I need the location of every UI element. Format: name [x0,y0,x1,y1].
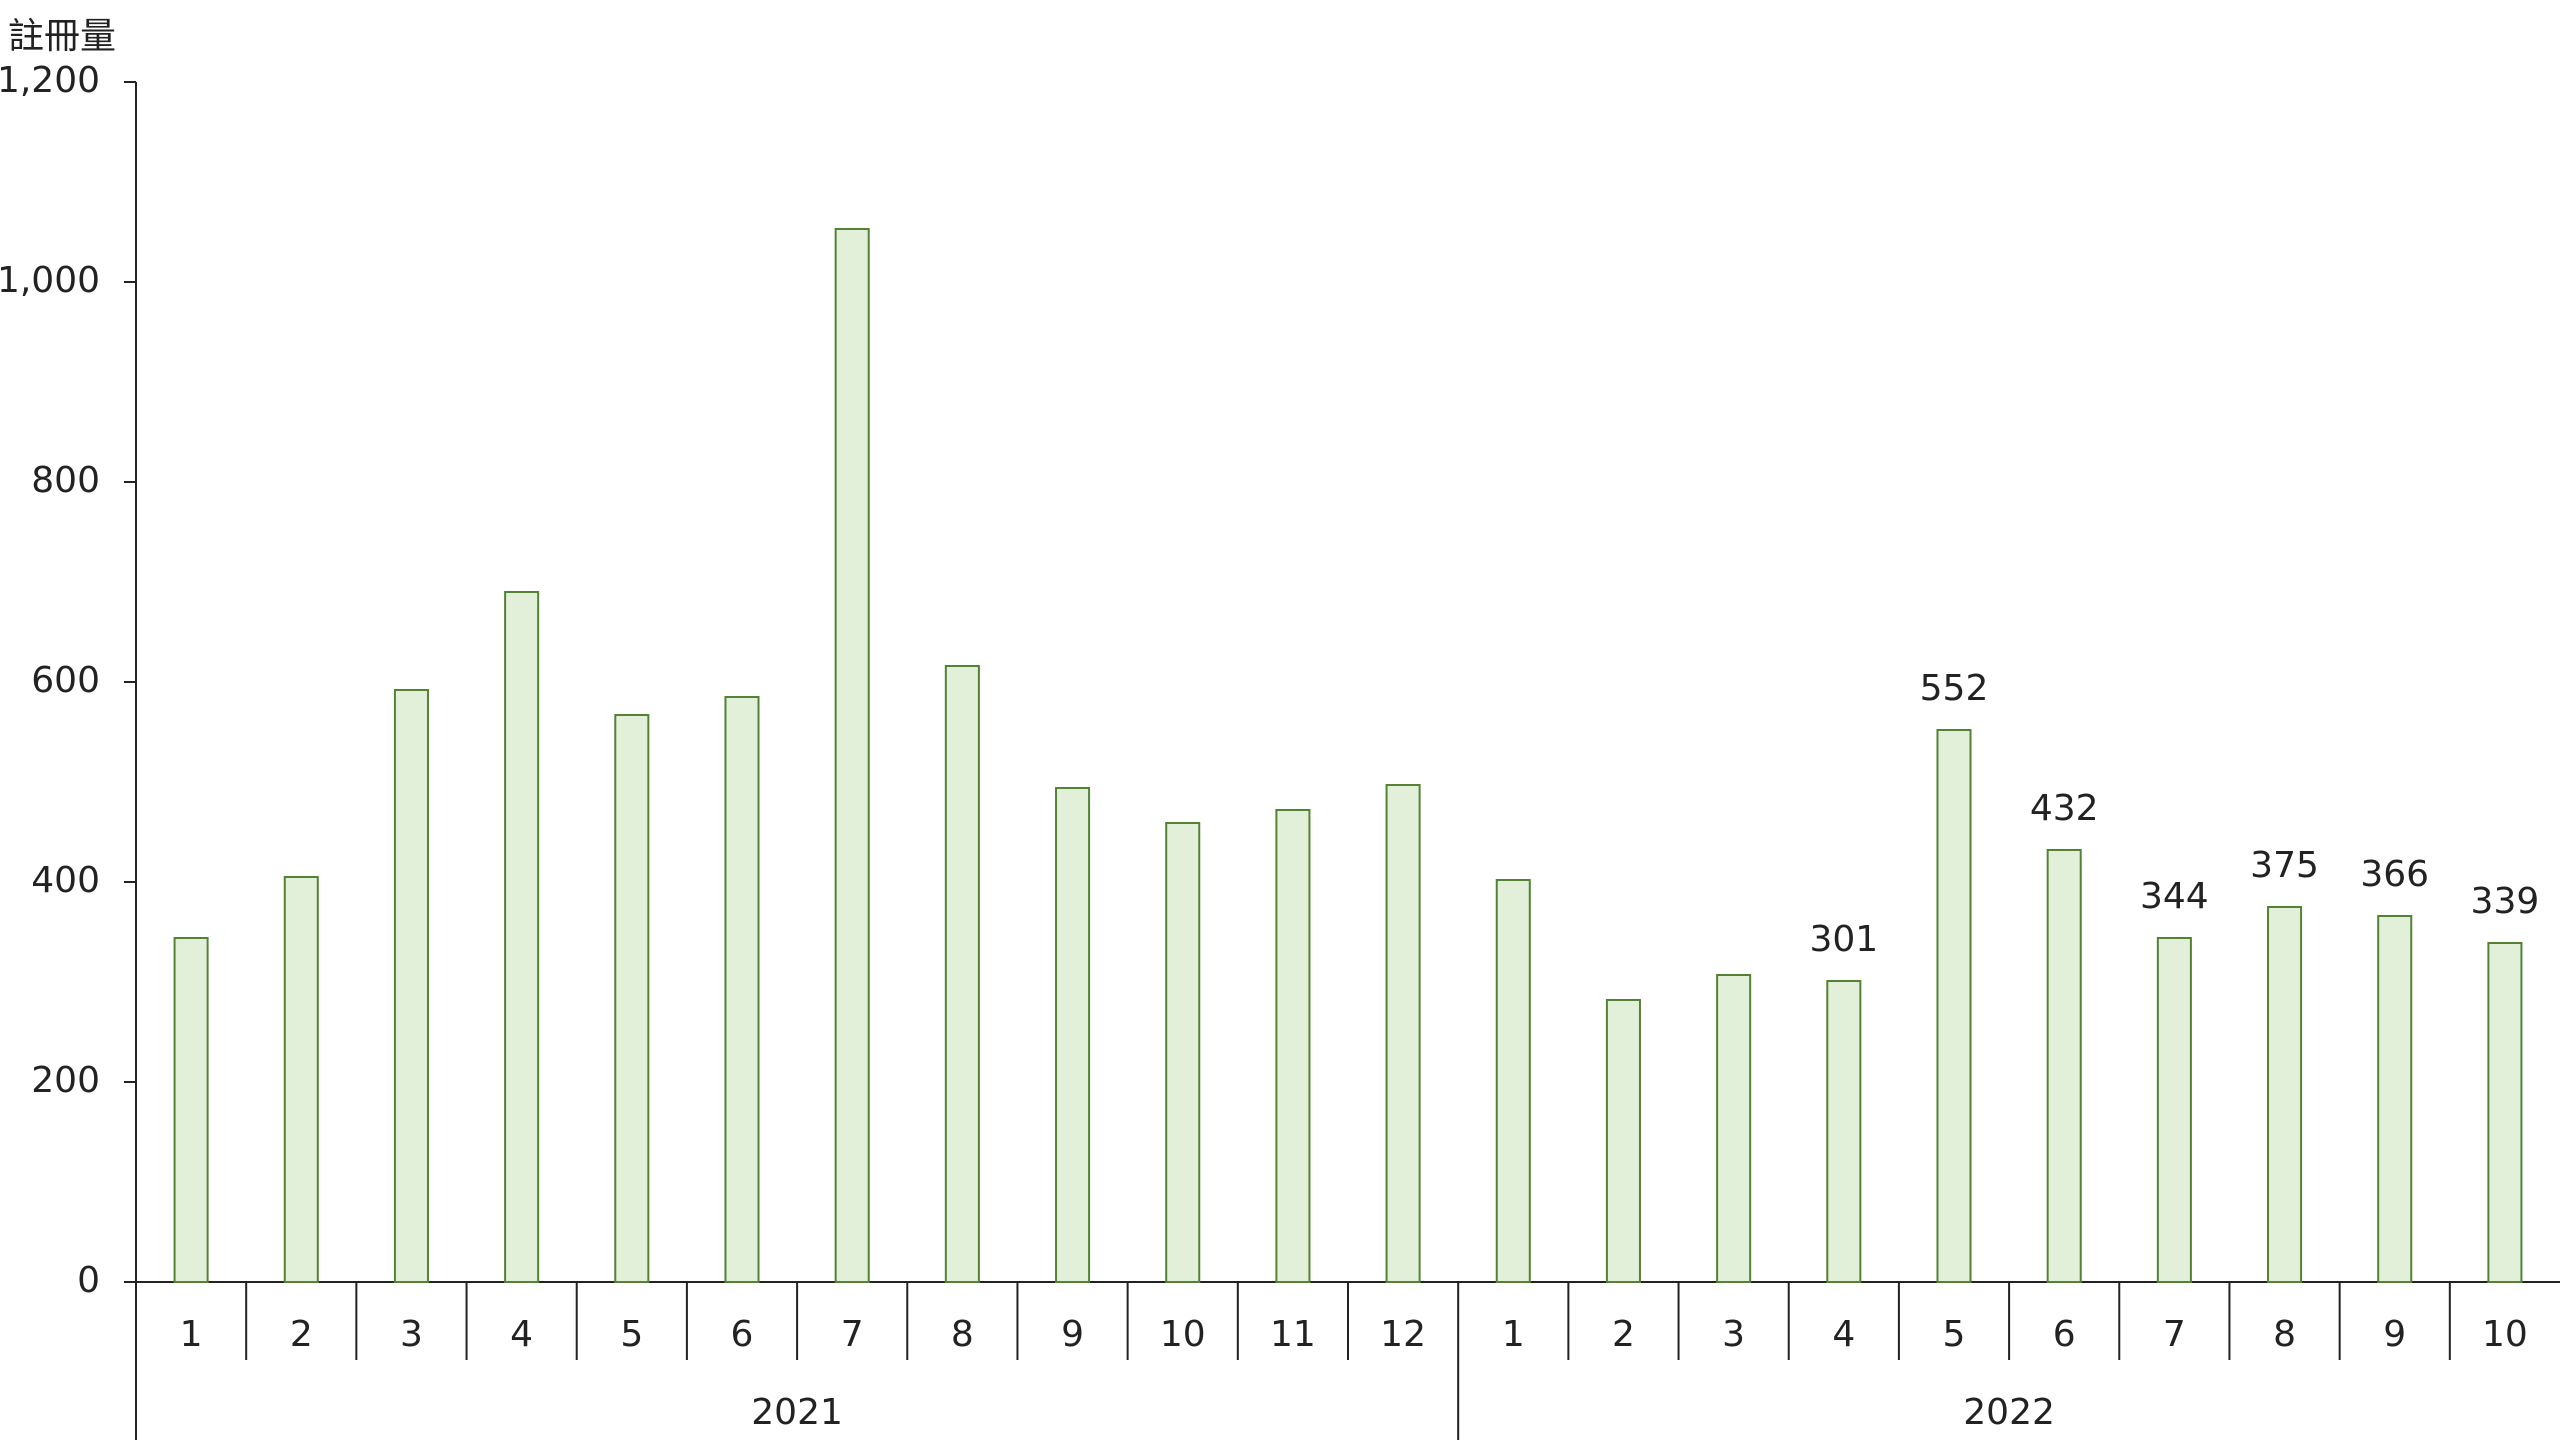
value-label: 432 [2030,788,2099,829]
x-tick-label: 8 [2273,1314,2296,1355]
x-tick-label: 7 [841,1314,864,1355]
bar [1936,729,1972,1283]
x-tick-label: 11 [1270,1314,1316,1355]
bar [393,689,429,1283]
x-tick-label: 8 [951,1314,974,1355]
x-tick-label: 9 [2383,1314,2406,1355]
x-tick-label: 9 [1061,1314,1084,1355]
bar [614,714,650,1283]
x-tick-label: 5 [620,1314,643,1355]
value-label: 375 [2250,845,2319,886]
bar [1495,879,1531,1283]
bar [944,665,980,1283]
bar [1165,822,1201,1283]
y-tick-label: 200 [31,1060,100,1101]
value-label: 339 [2471,881,2540,922]
x-tick-label: 5 [1943,1314,1966,1355]
bar [283,876,319,1283]
bar [1275,809,1311,1283]
bar [1605,999,1641,1283]
bar [1716,974,1752,1283]
bar [504,591,540,1283]
y-axis-title: 註冊量 [8,16,116,57]
value-label: 366 [2360,854,2429,895]
x-tick-label: 4 [1832,1314,1855,1355]
bar [834,228,870,1283]
value-label: 344 [2140,876,2209,917]
bar [1055,787,1091,1283]
x-tick-label: 3 [400,1314,423,1355]
bar [173,937,209,1283]
bar [2267,906,2303,1283]
value-label: 552 [1920,668,1989,709]
bar [1385,784,1421,1283]
y-tick-label: 400 [31,860,100,901]
y-tick-label: 600 [31,660,100,701]
x-tick-label: 1 [1502,1314,1525,1355]
y-tick-label: 800 [31,460,100,501]
x-tick-label: 10 [2482,1314,2528,1355]
x-tick-label: 1 [180,1314,203,1355]
bar [2487,942,2523,1283]
bar [2156,937,2192,1283]
x-tick-label: 2 [1612,1314,1635,1355]
x-tick-label: 12 [1380,1314,1426,1355]
bar [1826,980,1862,1283]
x-tick-label: 6 [731,1314,754,1355]
x-tick-label: 3 [1722,1314,1745,1355]
y-tick-label: 1,000 [0,260,100,301]
bar [2377,915,2413,1283]
group-label: 2022 [1963,1392,2055,1433]
value-label: 301 [1809,919,1878,960]
x-tick-label: 7 [2163,1314,2186,1355]
x-tick-label: 4 [510,1314,533,1355]
x-tick-label: 10 [1160,1314,1206,1355]
x-tick-label: 6 [2053,1314,2076,1355]
bar [724,696,760,1283]
bar [2046,849,2082,1283]
group-label: 2021 [751,1392,843,1433]
y-tick-label: 1,200 [0,60,100,101]
x-tick-label: 2 [290,1314,313,1355]
y-tick-label: 0 [77,1260,100,1301]
